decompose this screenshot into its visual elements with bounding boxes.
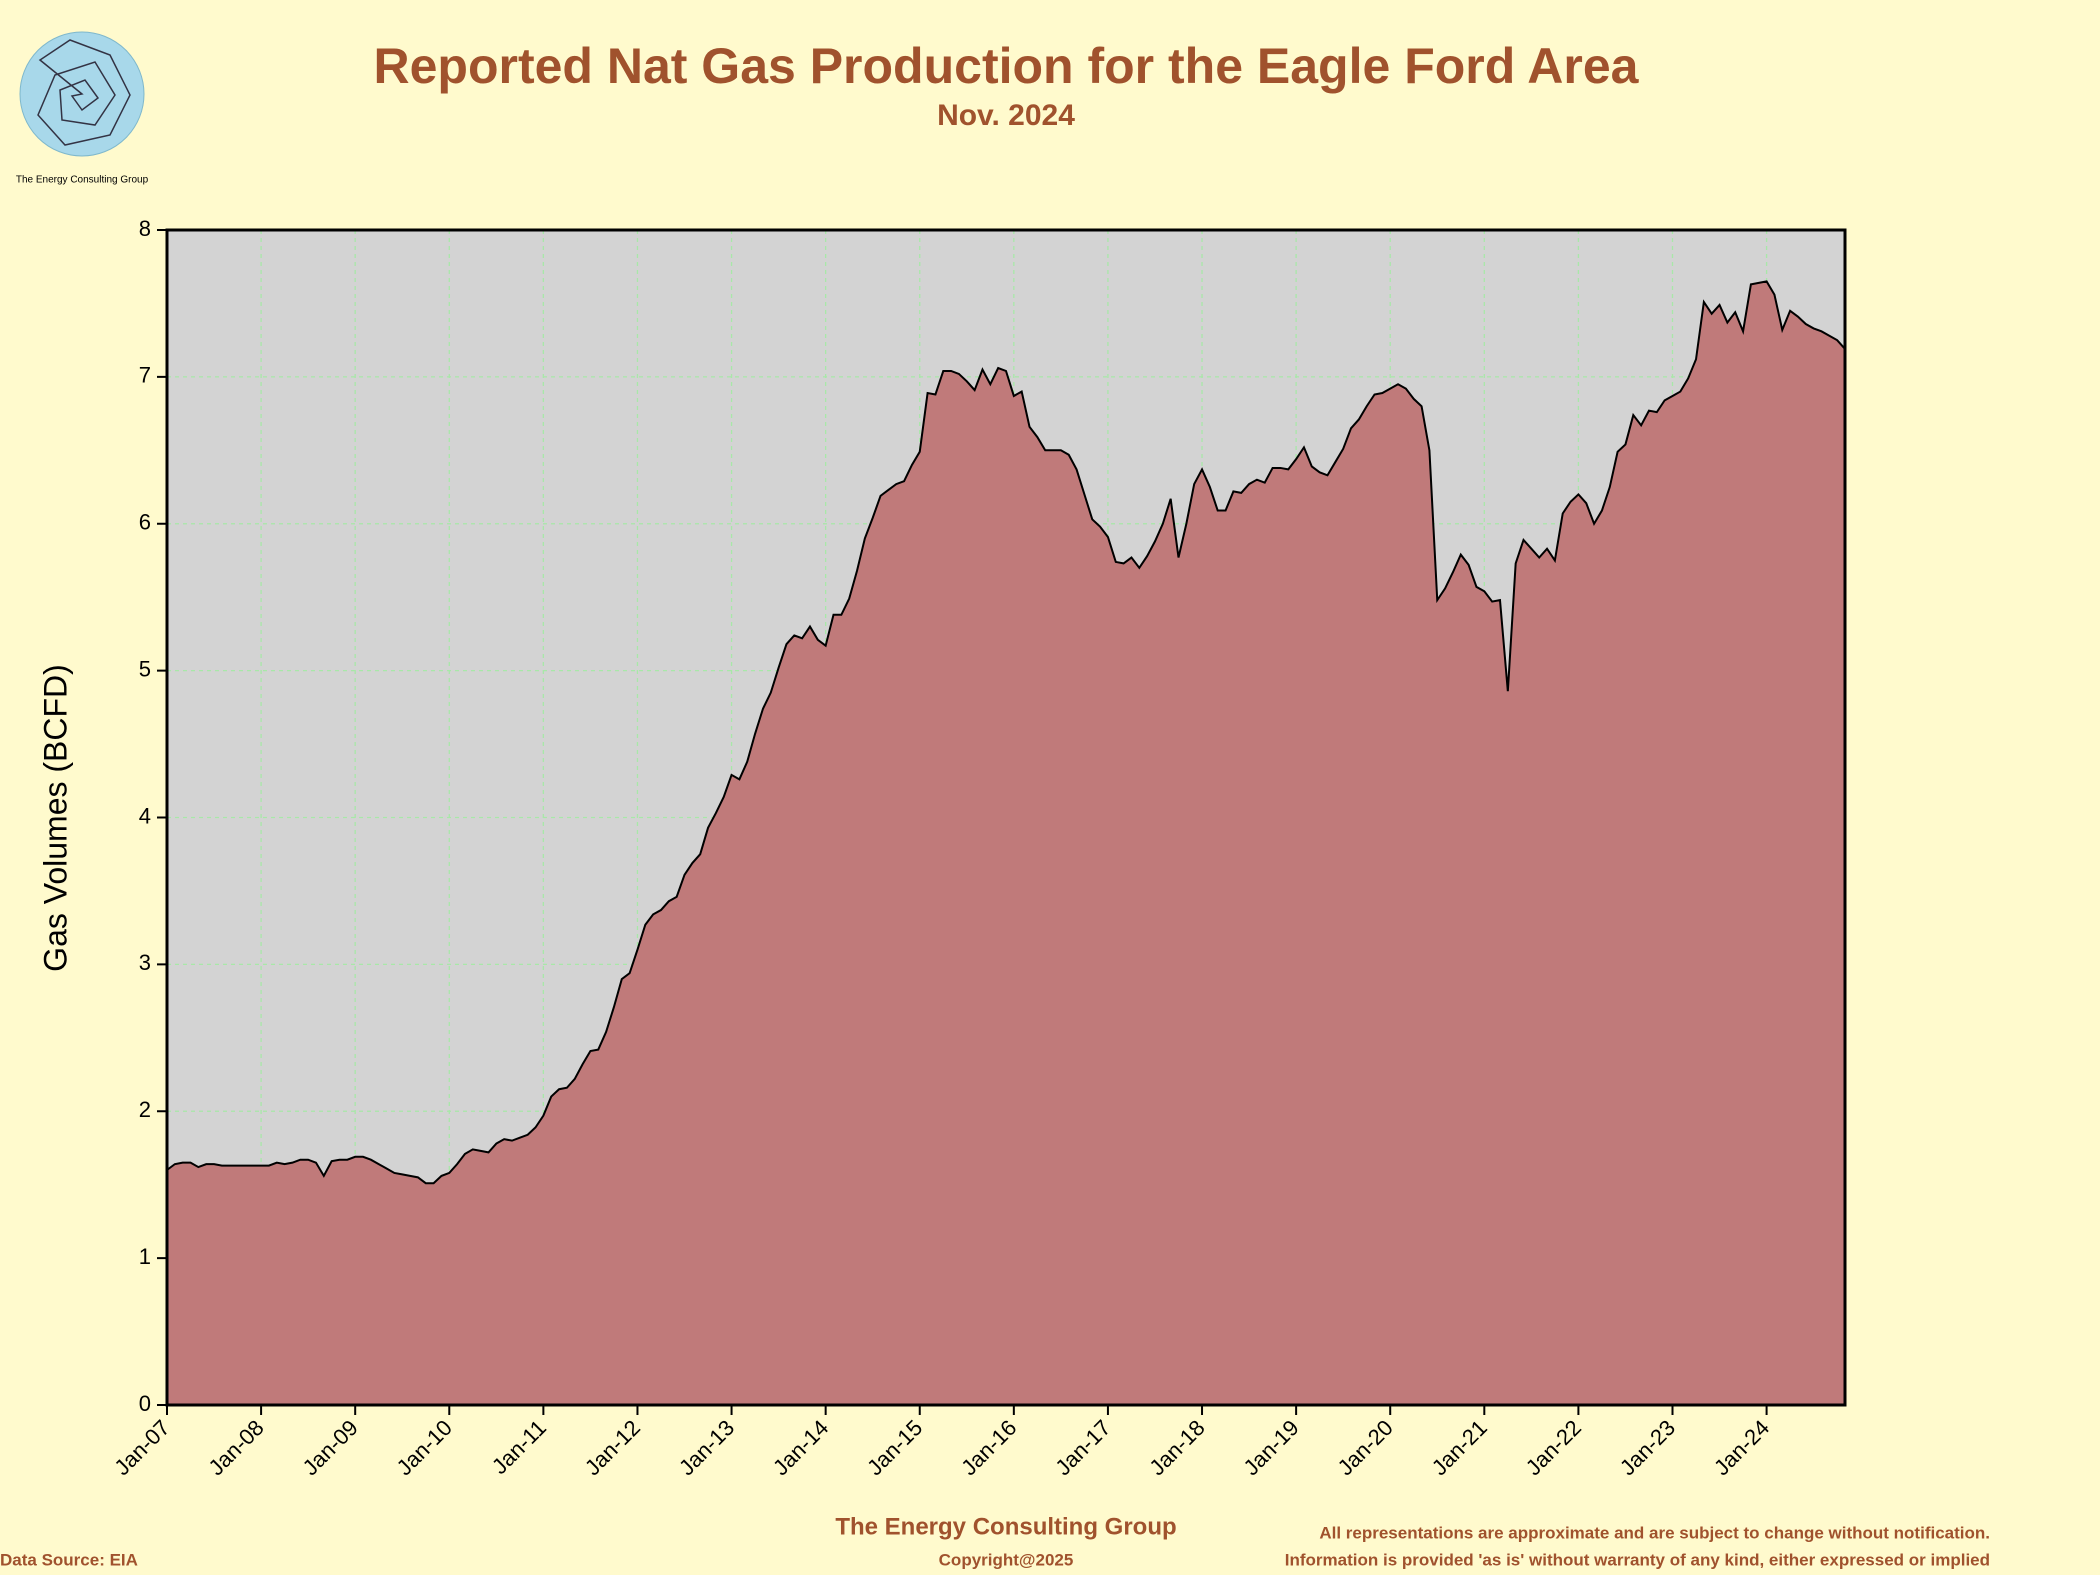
y-tick-label: 5 bbox=[139, 656, 151, 681]
y-tick-label: 7 bbox=[139, 363, 151, 388]
y-tick-label: 8 bbox=[139, 216, 151, 241]
y-tick-label: 6 bbox=[139, 510, 151, 535]
y-axis-label: Gas Volumes (BCFD) bbox=[37, 664, 73, 972]
y-tick-label: 0 bbox=[139, 1391, 151, 1416]
area bbox=[167, 281, 1845, 1405]
y-tick-label: 4 bbox=[139, 803, 151, 828]
y-tick-label: 2 bbox=[139, 1097, 151, 1122]
copyright: Copyright@2025 bbox=[939, 1550, 1074, 1569]
y-tick-label: 1 bbox=[139, 1244, 151, 1269]
footer-company: The Energy Consulting Group bbox=[835, 1513, 1176, 1540]
chart-subtitle: Nov. 2024 bbox=[937, 99, 1075, 132]
chart-title: Reported Nat Gas Production for the Eagl… bbox=[374, 38, 1640, 94]
area-outline bbox=[166, 280, 1846, 1185]
y-tick-label: 3 bbox=[139, 950, 151, 975]
logo-text: The Energy Consulting Group bbox=[16, 175, 149, 186]
disclaimer: Information is provided 'as is' without … bbox=[1285, 1550, 1990, 1569]
logo-spiral bbox=[37, 39, 131, 146]
logo: The Energy Consulting Group bbox=[16, 31, 149, 186]
disclaimer: All representations are approximate and … bbox=[1319, 1523, 1990, 1542]
data-source: Data Source: EIA bbox=[0, 1550, 138, 1569]
